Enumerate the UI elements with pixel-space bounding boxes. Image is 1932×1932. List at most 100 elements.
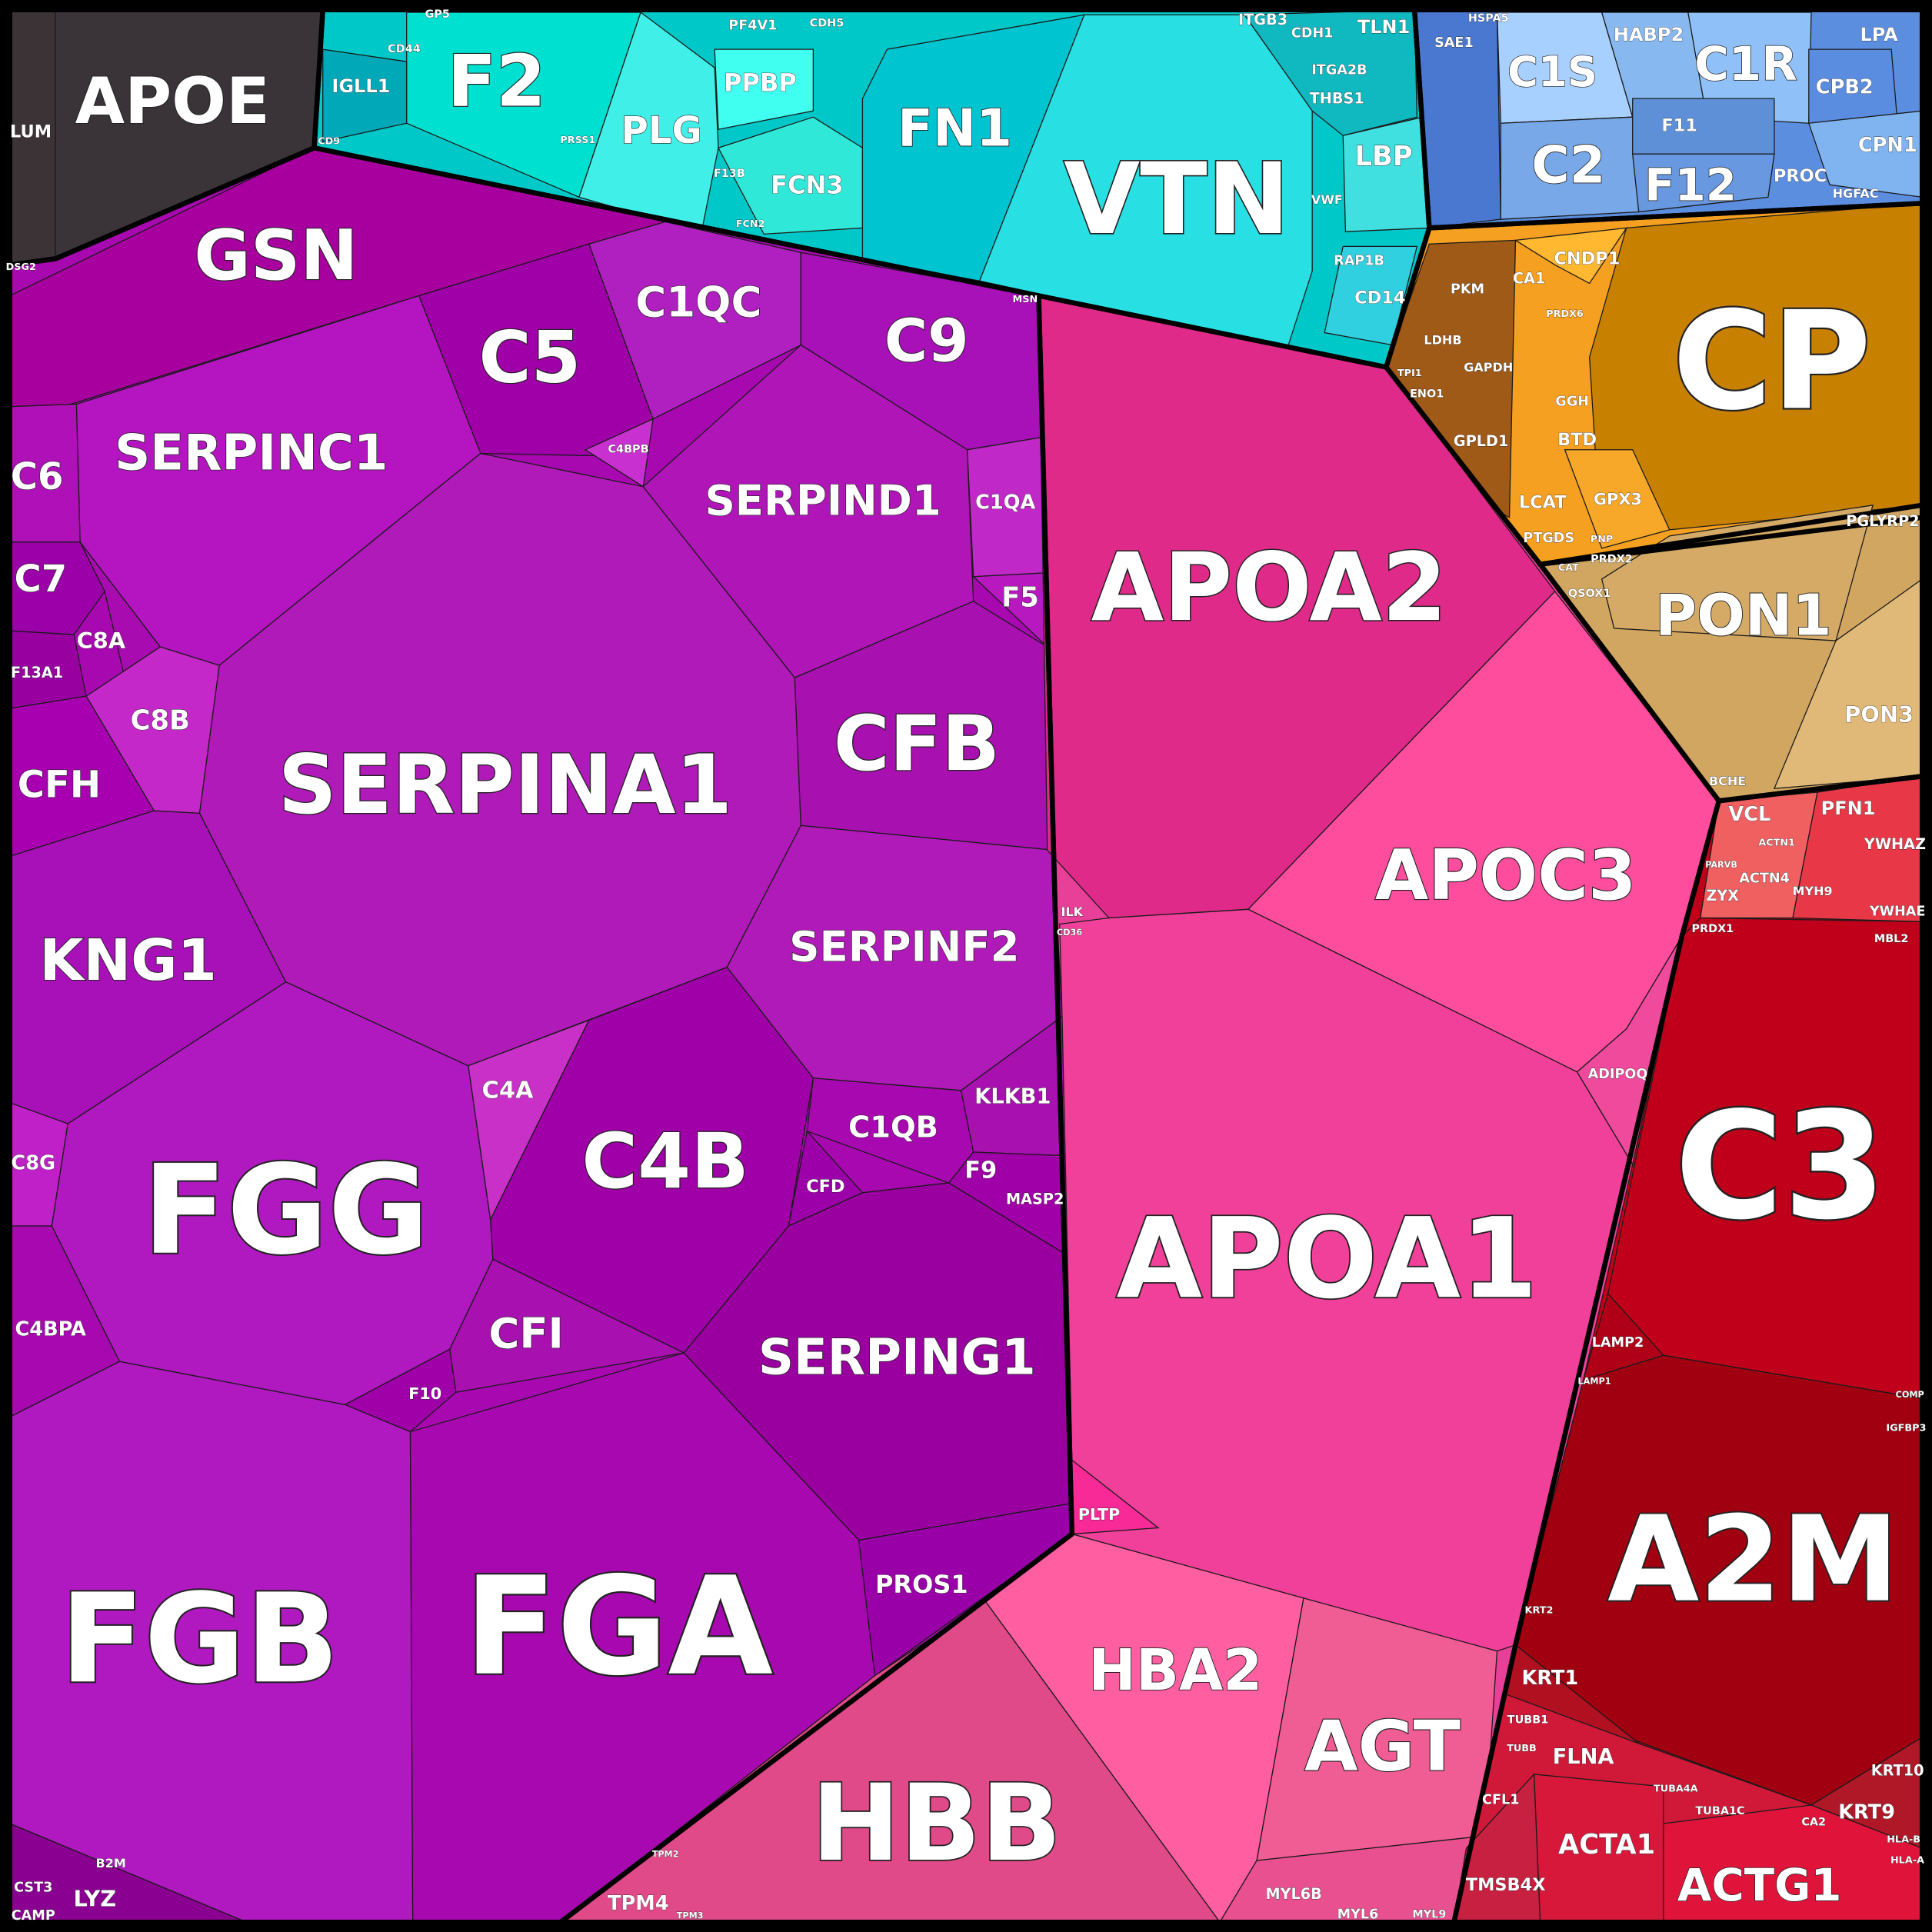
cell-label: HLA-B <box>1887 1834 1920 1845</box>
cell-label: THBS1 <box>1310 90 1364 108</box>
cell-label: KNG1 <box>39 928 217 994</box>
cell-label: GAPDH <box>1464 360 1513 375</box>
cell-label: TMSB4X <box>1466 1875 1546 1895</box>
cell-label: GP5 <box>425 8 450 21</box>
cell-label: C8A <box>77 628 126 654</box>
cell-label: TPI1 <box>1397 368 1422 379</box>
cell-label: ILK <box>1061 904 1083 919</box>
cell-label: C6 <box>11 455 64 498</box>
cell-label: KRT9 <box>1838 1801 1895 1824</box>
cell-label: APOC3 <box>1375 836 1637 916</box>
cell-label: APOA2 <box>1091 533 1447 642</box>
cell-label: IGFBP3 <box>1886 1422 1926 1434</box>
cell-label: ACTN1 <box>1758 837 1795 848</box>
cell <box>322 48 408 143</box>
cells <box>9 9 1923 1924</box>
cell-label: PON3 <box>1844 701 1914 728</box>
cell-label: TUBB <box>1507 1743 1537 1754</box>
cell-label: C9 <box>884 307 969 375</box>
cell-label: BTD <box>1557 430 1597 450</box>
cell-label: LAMP1 <box>1578 1376 1611 1386</box>
cell-label: C3 <box>1675 1081 1887 1253</box>
cell-label: CDH1 <box>1291 25 1334 41</box>
cell-label: CPN1 <box>1858 134 1917 157</box>
cell-label: FLNA <box>1553 1745 1614 1769</box>
cell-label: CP <box>1672 281 1870 440</box>
cell-label: MYL9 <box>1412 1909 1446 1921</box>
cell-label: CA1 <box>1513 270 1545 288</box>
cell-label: C1QB <box>848 1110 938 1144</box>
cell-label: KRT2 <box>1525 1604 1554 1616</box>
cell-label: HBA2 <box>1088 1638 1262 1704</box>
cell-label: QSOX1 <box>1568 588 1611 600</box>
cell-label: FGG <box>142 1138 428 1282</box>
cell-label: CDH5 <box>810 17 844 29</box>
cell-label: CNDP1 <box>1554 248 1621 268</box>
cell-label: F11 <box>1661 115 1697 135</box>
cell-label: TPM3 <box>677 1911 704 1921</box>
cell-label: TUBA4A <box>1654 1784 1698 1795</box>
cell-label: FGA <box>465 1547 773 1706</box>
cell-label: HLA-A <box>1890 1855 1924 1867</box>
cell-label: C4BPB <box>608 444 648 456</box>
cell-label: HBB <box>811 1762 1061 1885</box>
cell-label: ITGB3 <box>1238 11 1287 28</box>
cell-label: VWF <box>1311 192 1343 207</box>
group-border <box>1384 201 1925 567</box>
cell-label: C4BPA <box>15 1318 86 1341</box>
labels: APOE LUM F2 IGLL1 PLG PPBP FCN3 FN1 VTN LBP CD14 IT… <box>5 8 1926 1924</box>
cell-label: LPA <box>1860 24 1898 45</box>
cell-label: ENO1 <box>1410 388 1444 401</box>
cell-label: PRDX6 <box>1546 308 1584 320</box>
cell <box>1631 153 1775 213</box>
cell-label: IGLL1 <box>331 75 390 97</box>
cell-label: MYL6 <box>1337 1907 1379 1923</box>
cell-label: TUBB1 <box>1507 1714 1549 1726</box>
cell-label: KLKB1 <box>974 1084 1051 1108</box>
cell-label: HGFAC <box>1833 186 1879 201</box>
cell-label: CST3 <box>14 1880 52 1895</box>
cell-label: ITGA2B <box>1311 62 1367 78</box>
cell-label: VTN <box>1064 142 1290 257</box>
cell-label: CD36 <box>1057 928 1082 938</box>
cell-label: HABP2 <box>1614 24 1684 45</box>
cell-label: C8B <box>131 705 190 737</box>
cell <box>1564 449 1671 549</box>
cell-label: SERPIND1 <box>705 475 941 525</box>
cell-label: CFB <box>834 700 1000 788</box>
cell-label: F13A1 <box>11 664 63 681</box>
cell-label: LBP <box>1355 141 1413 172</box>
cell-label: CFI <box>488 1308 563 1357</box>
cell-label: GPLD1 <box>1454 432 1508 450</box>
cell-label: MYH9 <box>1793 884 1833 898</box>
cell <box>1632 98 1775 155</box>
cell-label: CAMP <box>12 1908 55 1924</box>
cell-label: LDHB <box>1424 333 1461 348</box>
cell-label: PROS1 <box>875 1570 968 1599</box>
cell-label: LCAT <box>1519 493 1567 513</box>
cell-label: CA2 <box>1801 1816 1826 1828</box>
cell <box>1601 505 1874 641</box>
cell <box>642 344 974 678</box>
cell-label: PNP <box>1591 534 1613 545</box>
cell-label: B2M <box>96 1856 126 1870</box>
cell-label: FCN3 <box>771 170 843 199</box>
cell-label: PRDX1 <box>1691 923 1734 935</box>
cell-label: COMP <box>1896 1390 1924 1400</box>
cell-label: PTGDS <box>1523 531 1574 546</box>
cell <box>1514 227 1627 285</box>
cell-label: KRT10 <box>1871 1762 1924 1780</box>
cell-label: F9 <box>964 1157 997 1184</box>
cell-label: FGB <box>60 1567 339 1710</box>
cell-label: GSN <box>194 216 358 296</box>
cell-label: LUM <box>10 122 52 142</box>
cell-label: C1R <box>1694 37 1797 92</box>
cell-label: ADIPOQ <box>1588 1067 1648 1082</box>
cell-label: YWHAZ <box>1864 835 1926 853</box>
cell-label: PARVB <box>1705 860 1737 870</box>
cell <box>1342 116 1431 232</box>
cell-label: YWHAE <box>1869 904 1926 920</box>
cell-label: CFD <box>806 1177 844 1197</box>
cell-label: PLTP <box>1078 1505 1121 1524</box>
